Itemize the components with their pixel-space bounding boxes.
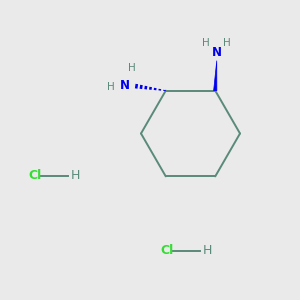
Text: Cl: Cl [28, 169, 42, 182]
Text: N: N [212, 46, 222, 59]
Text: N: N [120, 79, 130, 92]
Text: H: H [202, 244, 212, 257]
Text: H: H [70, 169, 80, 182]
Text: H: H [107, 82, 115, 92]
Text: H: H [224, 38, 231, 48]
Polygon shape [214, 61, 217, 91]
Text: H: H [128, 63, 136, 73]
Text: Cl: Cl [160, 244, 174, 257]
Text: H: H [202, 38, 210, 48]
